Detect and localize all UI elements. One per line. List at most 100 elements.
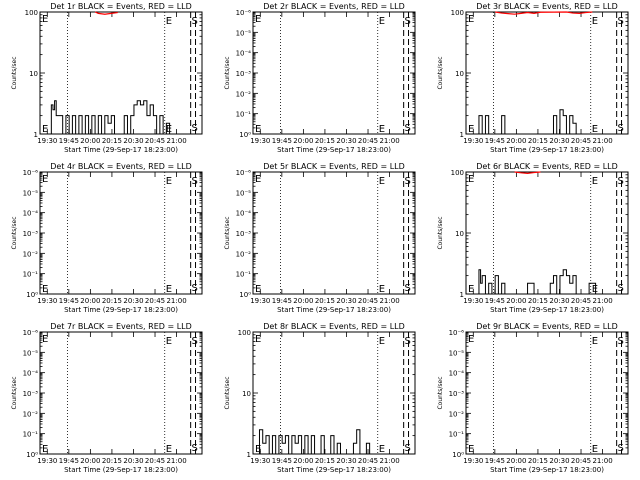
det4-xlabel: Start Time (29-Sep-17 18:23:00) [64, 306, 178, 314]
det6-end-label-bottom: S [617, 283, 623, 294]
det7-xtick-label: 21:00 [166, 457, 186, 465]
det7-xtick-label: 20:45 [145, 457, 165, 465]
det4-ylabel: Counts/sec [11, 216, 18, 249]
det7-xtick-label: 20:00 [80, 457, 100, 465]
det1-edge-label-mid-bottom: E [166, 124, 172, 135]
det3-edge-label-left-top: E [468, 14, 474, 25]
det1-end-label-bottom: S [191, 123, 197, 134]
det2-xtick-label: 21:00 [379, 137, 399, 145]
det6-title: Det 6r BLACK = Events, RED = LLD [476, 162, 618, 171]
det4-edge-label-mid-bottom: E [166, 284, 172, 295]
det2-ytick-label: 10⁻⁶ [236, 9, 252, 17]
det5-end-label-bottom: S [404, 283, 410, 294]
det5-end-label-top: S [404, 176, 410, 187]
det5-xtick-label: 20:45 [358, 297, 378, 305]
det3-xlabel: Start Time (29-Sep-17 18:23:00) [490, 146, 604, 154]
det4-xtick-label: 20:30 [123, 297, 143, 305]
det2-ytick-label: 10⁻⁵ [236, 29, 252, 37]
det6-edge-label-mid-bottom: E [592, 284, 598, 295]
det4-ytick-label: 10⁰ [26, 291, 38, 299]
det8-edge-label-left-top: E [255, 334, 261, 345]
det4-ytick-label: 10⁻⁴ [23, 210, 39, 218]
det8-title: Det 8r BLACK = Events, RED = LLD [263, 322, 405, 331]
det9-xtick-label: 21:00 [592, 457, 612, 465]
det3-axis-frame [465, 11, 629, 135]
det8-xlabel: Start Time (29-Sep-17 18:23:00) [277, 466, 391, 474]
det8-edge-label-mid-top: E [379, 336, 385, 347]
det9-edge-label-left-bottom: E [468, 444, 474, 455]
det2-title: Det 2r BLACK = Events, RED = LLD [263, 2, 405, 11]
det3-edge-label-mid-top: E [592, 16, 598, 27]
det7-ylabel: Counts/sec [11, 376, 18, 409]
det9-ytick-label: 10⁻² [449, 410, 465, 418]
det1-lld-series [94, 11, 118, 15]
det3-xtick-label: 19:30 [463, 137, 483, 145]
det7-xtick-label: 19:30 [37, 457, 57, 465]
det6-events-series [469, 269, 597, 295]
det9-ytick-label: 10⁻³ [449, 390, 465, 398]
det9-xlabel: Start Time (29-Sep-17 18:23:00) [490, 466, 604, 474]
det8-xtick-label: 20:30 [336, 457, 356, 465]
det3-lld-series [495, 11, 593, 15]
det4-ytick-label: 10⁻⁵ [23, 189, 39, 197]
det1-events-series [43, 100, 173, 135]
det5-ytick-label: 10⁻⁶ [236, 169, 252, 177]
det5-edge-label-left-top: E [255, 174, 261, 185]
det5-ytick-label: 10⁻⁵ [236, 189, 252, 197]
det5-ytick-label: 10⁻³ [236, 230, 252, 238]
det9-ytick-label: 10⁻⁵ [449, 349, 465, 357]
det9-axis-frame [465, 331, 629, 455]
det7-ytick-label: 10⁻⁶ [23, 329, 39, 337]
det6-edge-label-left-bottom: E [468, 284, 474, 295]
det1-ytick-label: 10 [29, 70, 38, 78]
det4-ytick-label: 10⁻³ [23, 230, 39, 238]
det3-title: Det 3r BLACK = Events, RED = LLD [476, 2, 618, 11]
det3-ytick-label: 10 [455, 70, 464, 78]
det7-axis-frame [39, 331, 203, 455]
det6-end-label-top: S [617, 176, 623, 187]
det8-xtick-label: 19:30 [250, 457, 270, 465]
det1-ylabel: Counts/sec [11, 56, 18, 89]
det4-xtick-label: 20:45 [145, 297, 165, 305]
det6-ytick-label: 1 [460, 291, 464, 299]
det5-title: Det 5r BLACK = Events, RED = LLD [263, 162, 405, 171]
det4-ytick-label: 10⁻² [23, 250, 39, 258]
det7-title: Det 7r BLACK = Events, RED = LLD [50, 322, 192, 331]
det4-end-label-bottom: S [191, 283, 197, 294]
det3-ylabel: Counts/sec [437, 56, 444, 89]
det6-ytick-label: 100 [451, 169, 464, 177]
det7-edge-label-mid-bottom: E [166, 444, 172, 455]
det2-edge-label-mid-bottom: E [379, 124, 385, 135]
det2-ytick-label: 10⁻³ [236, 70, 252, 78]
det5-axis-frame [252, 171, 416, 295]
det4-edge-label-left-top: E [42, 174, 48, 185]
det4-xtick-label: 20:15 [102, 297, 122, 305]
det8-edge-label-mid-bottom: E [379, 444, 385, 455]
det3-xtick-label: 20:30 [549, 137, 569, 145]
det6-edge-label-mid-top: E [592, 176, 598, 187]
det1-xtick-label: 19:45 [59, 137, 79, 145]
det2-ylabel: Counts/sec [224, 56, 231, 89]
det3-ytick-label: 100 [451, 9, 464, 17]
det6-xtick-label: 20:45 [571, 297, 591, 305]
det1-axis-frame [39, 11, 203, 135]
det6-xtick-label: 21:00 [592, 297, 612, 305]
det2-xtick-label: 20:15 [315, 137, 335, 145]
det1-ytick-label: 100 [25, 9, 38, 17]
det6-xtick-label: 19:30 [463, 297, 483, 305]
det5-xtick-label: 19:45 [272, 297, 292, 305]
det9-edge-label-left-top: E [468, 334, 474, 345]
det2-ytick-label: 10⁻² [236, 90, 252, 98]
det2-end-label-bottom: S [404, 123, 410, 134]
det1-xtick-label: 19:30 [37, 137, 57, 145]
det7-xtick-label: 20:30 [123, 457, 143, 465]
det5-ytick-label: 10⁻⁴ [236, 210, 252, 218]
det9-edge-label-mid-top: E [592, 336, 598, 347]
det9-xtick-label: 20:45 [571, 457, 591, 465]
det9-ytick-label: 10⁻⁴ [449, 370, 465, 378]
det4-axis-frame [39, 171, 203, 295]
det4-ytick-label: 10⁻¹ [23, 271, 39, 279]
det8-xtick-label: 19:45 [272, 457, 292, 465]
det1-edge-label-mid-top: E [166, 16, 172, 27]
